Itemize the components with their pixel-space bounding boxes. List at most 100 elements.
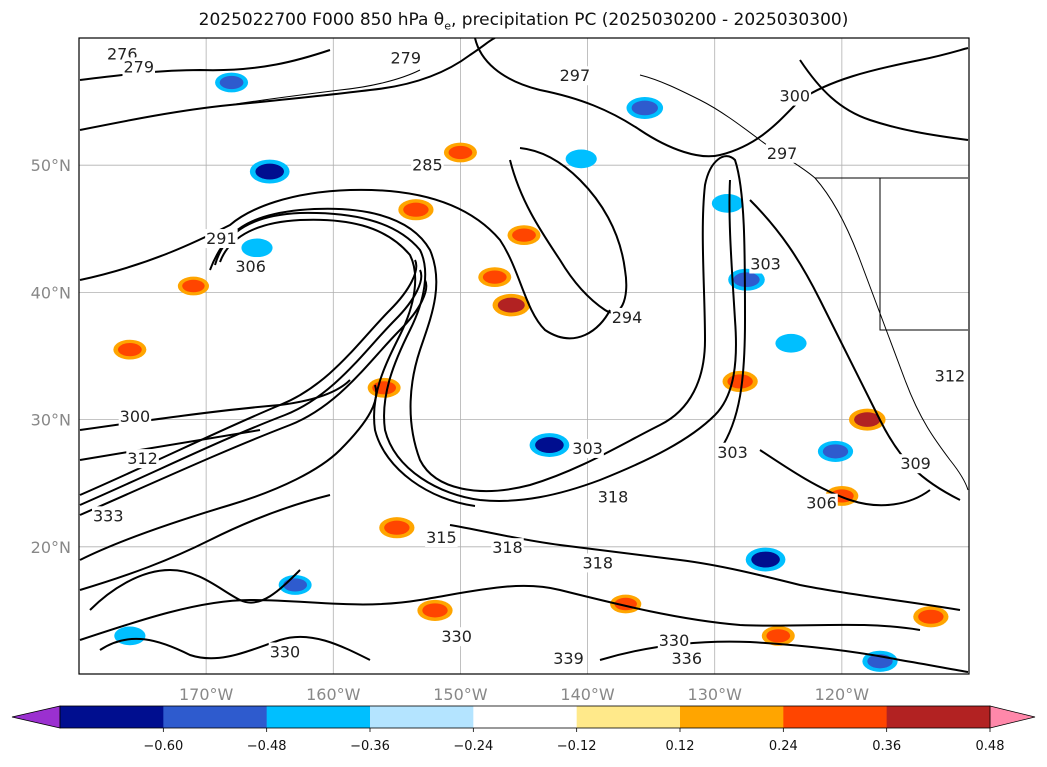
contour-line xyxy=(449,524,961,611)
colorbar-tick-label: −0.36 xyxy=(350,739,390,754)
precip-blob xyxy=(448,145,473,160)
contour-label-bg xyxy=(91,506,125,526)
contour-label: 315 xyxy=(426,528,457,547)
contour-label: 318 xyxy=(492,538,523,557)
colorbar-tick-label: 0.12 xyxy=(666,739,695,754)
precip-blob xyxy=(766,629,791,643)
colorbar-tick-label: −0.60 xyxy=(143,739,183,754)
colorbar-bin xyxy=(680,706,784,728)
contour-label-bg xyxy=(122,57,156,77)
precip-blob xyxy=(751,551,780,568)
contour-label: 297 xyxy=(560,66,591,85)
precip-blob xyxy=(283,578,308,592)
contour-label: 279 xyxy=(123,57,154,76)
precip-blob xyxy=(822,444,849,459)
colorbar-extend-low xyxy=(11,705,61,729)
colorbar-tick-label: −0.12 xyxy=(557,739,597,754)
contour-line xyxy=(79,494,331,591)
colorbar-bin xyxy=(60,706,164,728)
precip-blob xyxy=(482,270,507,284)
contour-label-bg xyxy=(552,648,585,668)
contour-label-bg xyxy=(126,449,159,469)
contour-label-bg xyxy=(234,257,267,277)
colorbar-tick-label: 0.24 xyxy=(769,739,798,754)
colorbar-tick-label: 0.48 xyxy=(976,739,1005,754)
colorbar-bin xyxy=(370,706,474,728)
contour-line xyxy=(99,635,371,661)
contour-label-bg xyxy=(118,407,152,427)
precip-blob xyxy=(779,337,803,350)
lon-tick-label: 120°W xyxy=(815,685,870,704)
lat-tick-label: 20°N xyxy=(31,538,71,557)
contour-label: 303 xyxy=(717,443,748,462)
contour-label-bg xyxy=(670,648,704,668)
contour-line xyxy=(214,179,737,502)
contour-label-bg xyxy=(440,627,473,647)
contour-label: 303 xyxy=(572,439,603,458)
contour-line xyxy=(219,218,476,507)
contour-label: 291 xyxy=(206,229,237,248)
contour-label: 300 xyxy=(120,407,151,426)
contour-line xyxy=(799,59,969,141)
colorbar-bin xyxy=(783,706,888,728)
contour-label: 330 xyxy=(441,627,472,646)
colorbar: −0.60 −0.48 −0.36 −0.24 −0.12 0.12 0.24 0.36 0.4… xyxy=(11,705,1036,754)
colorbar-bin xyxy=(266,706,371,728)
contour-line xyxy=(89,568,301,611)
contour-label: 312 xyxy=(935,366,966,385)
lon-tick-label: 130°W xyxy=(688,685,743,704)
contour-label-bg xyxy=(899,454,932,474)
colorbar-bin xyxy=(576,706,681,728)
precip-blob xyxy=(219,75,244,90)
contour-line xyxy=(79,429,261,461)
contour-label: 336 xyxy=(671,649,702,668)
contour-line xyxy=(79,49,331,81)
contour-label-bg xyxy=(716,442,749,462)
chart-title: 2025022700 F000 850 hPa θe, precipitatio… xyxy=(0,10,1047,32)
precip-blob xyxy=(422,603,448,618)
precip-blob xyxy=(569,152,593,166)
precip-blob xyxy=(716,197,739,210)
precip-blob xyxy=(117,343,142,357)
coastline xyxy=(229,69,421,106)
title-subscript: e xyxy=(444,19,451,33)
precip-blob xyxy=(182,279,205,293)
precip-blob xyxy=(535,437,564,453)
contour-label-bg xyxy=(805,493,838,513)
contour-label: 330 xyxy=(659,631,690,650)
contour-label-bg xyxy=(610,307,644,327)
lat-tick-label: 40°N xyxy=(31,283,71,302)
lon-tick-label: 160°W xyxy=(306,685,361,704)
contour-label: 285 xyxy=(412,155,443,174)
contour-label-bg xyxy=(657,631,691,651)
lat-tick-label: 50°N xyxy=(31,156,71,175)
contour-label: 297 xyxy=(767,144,798,163)
contour-label: 318 xyxy=(582,553,613,572)
lon-tick-label: 150°W xyxy=(433,685,488,704)
colorbar-frame xyxy=(59,705,991,729)
contour-label-bg xyxy=(389,48,423,68)
contour-line xyxy=(79,259,418,496)
map-frame xyxy=(78,37,970,675)
contour-label-bg xyxy=(205,229,238,249)
precip-blob xyxy=(255,163,285,180)
contour-label-bg xyxy=(491,538,524,558)
precip-blob xyxy=(497,297,525,313)
contour-line xyxy=(474,38,969,158)
colorbar-bin xyxy=(163,706,268,728)
contour-label-bg xyxy=(765,143,799,163)
contour-label: 300 xyxy=(780,87,811,106)
contour-label-bg xyxy=(933,366,967,386)
title-main: 2025022700 F000 850 hPa θ xyxy=(198,10,445,30)
contour-label: 306 xyxy=(806,494,837,513)
contour-label: 303 xyxy=(750,255,781,274)
contour-label-bg xyxy=(425,527,458,547)
contour-label-bg xyxy=(596,487,630,507)
country-border xyxy=(879,178,968,331)
colorbar-extend-high xyxy=(989,705,1036,729)
contour-line xyxy=(209,155,747,492)
contour-line xyxy=(79,38,496,131)
